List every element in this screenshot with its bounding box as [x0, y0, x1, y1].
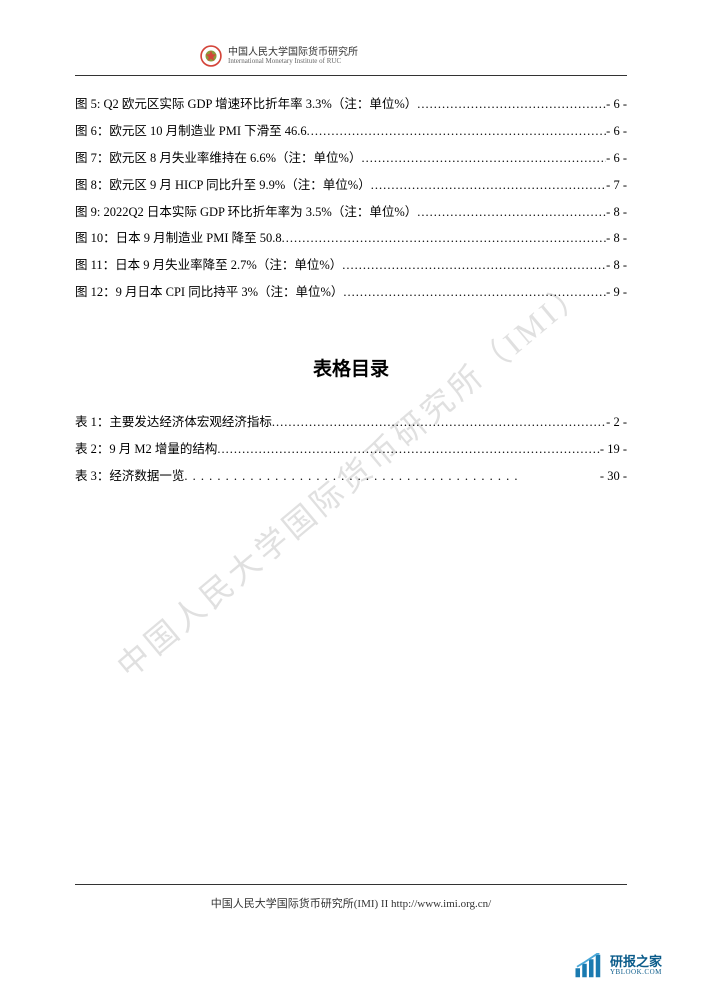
page-footer: 中国人民大学国际货币研究所(IMI) II http://www.imi.org…	[0, 884, 702, 911]
institution-logo-icon	[200, 45, 222, 67]
toc-dots: ........................................…	[272, 409, 606, 436]
header-institution-en: International Monetary Institute of RUC	[228, 58, 358, 66]
toc-page: - 2 -	[606, 409, 627, 436]
header-divider	[75, 75, 627, 76]
toc-dots: ........................................…	[343, 279, 606, 306]
toc-page: - 6 -	[606, 145, 627, 172]
footer-divider	[75, 884, 627, 885]
toc-dots: ........................................…	[371, 172, 606, 199]
toc-label: 图 9: 2022Q2 日本实际 GDP 环比折年率为 3.5%（注：单位%）	[75, 199, 417, 226]
toc-item: 图 7：欧元区 8 月失业率维持在 6.6%（注：单位%） ..........…	[75, 145, 627, 172]
toc-page: - 8 -	[606, 199, 627, 226]
toc-dots: ........................................…	[307, 118, 607, 145]
toc-label: 表 2：9 月 M2 增量的结构	[75, 436, 217, 463]
toc-item: 图 8：欧元区 9 月 HICP 同比升至 9.9%（注：单位%） ......…	[75, 172, 627, 199]
toc-label: 图 12：9 月日本 CPI 同比持平 3%（注：单位%）	[75, 279, 343, 306]
toc-item: 图 10：日本 9 月制造业 PMI 降至 50.8 .............…	[75, 225, 627, 252]
toc-label: 图 6：欧元区 10 月制造业 PMI 下滑至 46.6	[75, 118, 307, 145]
tables-section-title: 表格目录	[75, 354, 627, 381]
toc-dots: . . . . . . . . . . . . . . . . . . . . …	[184, 463, 600, 490]
page-header: 中国人民大学国际货币研究所 International Monetary Ins…	[75, 45, 627, 67]
toc-item: 表 1：主要发达经济体宏观经济指标 ......................…	[75, 409, 627, 436]
toc-label: 图 7：欧元区 8 月失业率维持在 6.6%（注：单位%）	[75, 145, 361, 172]
toc-item: 图 11：日本 9 月失业率降至 2.7%（注：单位%） ...........…	[75, 252, 627, 279]
footer-text: 中国人民大学国际货币研究所(IMI) II http://www.imi.org…	[211, 898, 491, 910]
toc-dots: ........................................…	[417, 91, 606, 118]
brand-name-en: YBLOOK.COM	[610, 969, 662, 977]
brand-name-cn: 研报之家	[610, 955, 662, 969]
toc-item: 图 12：9 月日本 CPI 同比持平 3%（注：单位%） ..........…	[75, 279, 627, 306]
toc-page: - 6 -	[606, 118, 627, 145]
toc-label: 图 10：日本 9 月制造业 PMI 降至 50.8	[75, 225, 282, 252]
chart-icon	[574, 953, 604, 979]
brand-logo: 研报之家 YBLOOK.COM	[574, 953, 662, 979]
toc-dots: ........................................…	[282, 225, 607, 252]
toc-item: 图 9: 2022Q2 日本实际 GDP 环比折年率为 3.5%（注：单位%） …	[75, 199, 627, 226]
tables-toc-list: 表 1：主要发达经济体宏观经济指标 ......................…	[75, 409, 627, 490]
toc-dots: ........................................…	[417, 199, 606, 226]
toc-item: 表 2：9 月 M2 增量的结构 .......................…	[75, 436, 627, 463]
toc-label: 图 8：欧元区 9 月 HICP 同比升至 9.9%（注：单位%）	[75, 172, 371, 199]
toc-dots: ........................................…	[217, 436, 600, 463]
figures-toc-list: 图 5: Q2 欧元区实际 GDP 增速环比折年率 3.3%（注：单位%） ..…	[75, 91, 627, 306]
toc-label: 图 5: Q2 欧元区实际 GDP 增速环比折年率 3.3%（注：单位%）	[75, 91, 417, 118]
toc-item: 表 3：经济数据一览 . . . . . . . . . . . . . . .…	[75, 463, 627, 490]
toc-page: - 6 -	[606, 91, 627, 118]
toc-dots: ........................................…	[361, 145, 606, 172]
toc-page: - 8 -	[606, 225, 627, 252]
toc-item: 图 5: Q2 欧元区实际 GDP 增速环比折年率 3.3%（注：单位%） ..…	[75, 91, 627, 118]
toc-label: 表 1：主要发达经济体宏观经济指标	[75, 409, 272, 436]
toc-page: - 9 -	[606, 279, 627, 306]
header-institution-cn: 中国人民大学国际货币研究所	[228, 47, 358, 58]
toc-item: 图 6：欧元区 10 月制造业 PMI 下滑至 46.6 ...........…	[75, 118, 627, 145]
toc-page: - 7 -	[606, 172, 627, 199]
toc-page: - 30 -	[600, 463, 627, 490]
toc-dots: ........................................…	[342, 252, 606, 279]
toc-page: - 19 -	[600, 436, 627, 463]
toc-label: 图 11：日本 9 月失业率降至 2.7%（注：单位%）	[75, 252, 342, 279]
toc-label: 表 3：经济数据一览	[75, 463, 184, 490]
toc-page: - 8 -	[606, 252, 627, 279]
